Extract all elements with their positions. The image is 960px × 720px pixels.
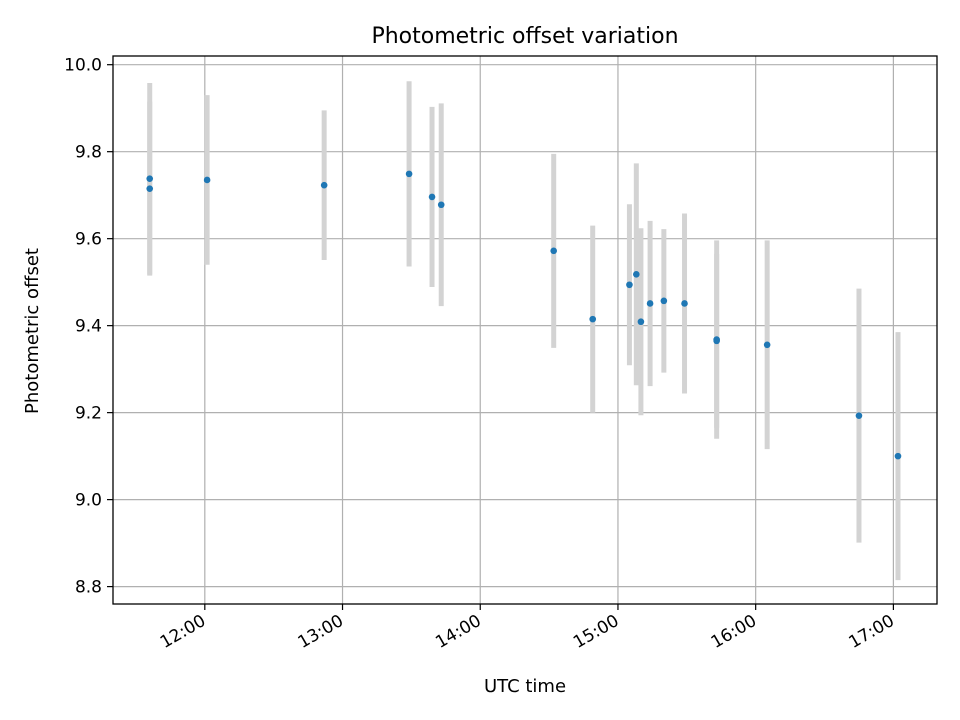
data-point [146, 175, 154, 182]
y-tick-label: 9.0 [75, 491, 102, 511]
data-point [550, 247, 557, 255]
data-point [646, 300, 654, 307]
data-point [203, 176, 211, 184]
x-axis-label: UTC time [484, 676, 566, 697]
data-point [428, 193, 436, 201]
y-tick-label: 9.8 [75, 143, 102, 163]
grid-lines [113, 56, 937, 604]
y-tick-label: 8.8 [75, 578, 102, 598]
data-point [146, 185, 154, 192]
y-tick-label: 9.4 [75, 317, 102, 337]
data-point [626, 281, 633, 289]
data-point [437, 201, 445, 209]
y-axis-label: Photometric offset [22, 248, 43, 414]
data-points [146, 170, 902, 460]
plot-area-frame [112, 55, 938, 605]
data-point [763, 341, 771, 349]
data-point [633, 271, 640, 278]
data-point [589, 315, 597, 323]
data-point [320, 181, 328, 189]
data-point [637, 318, 645, 326]
data-point [855, 412, 863, 419]
data-point [894, 452, 902, 460]
y-tick-label: 10.0 [64, 56, 102, 76]
data-point [660, 297, 668, 305]
data-point [713, 336, 720, 343]
y-tick-label: 9.6 [75, 230, 102, 250]
data-point [681, 300, 688, 307]
chart-title: Photometric offset variation [371, 24, 678, 49]
data-point [405, 170, 413, 178]
y-tick-label: 9.2 [75, 404, 102, 424]
